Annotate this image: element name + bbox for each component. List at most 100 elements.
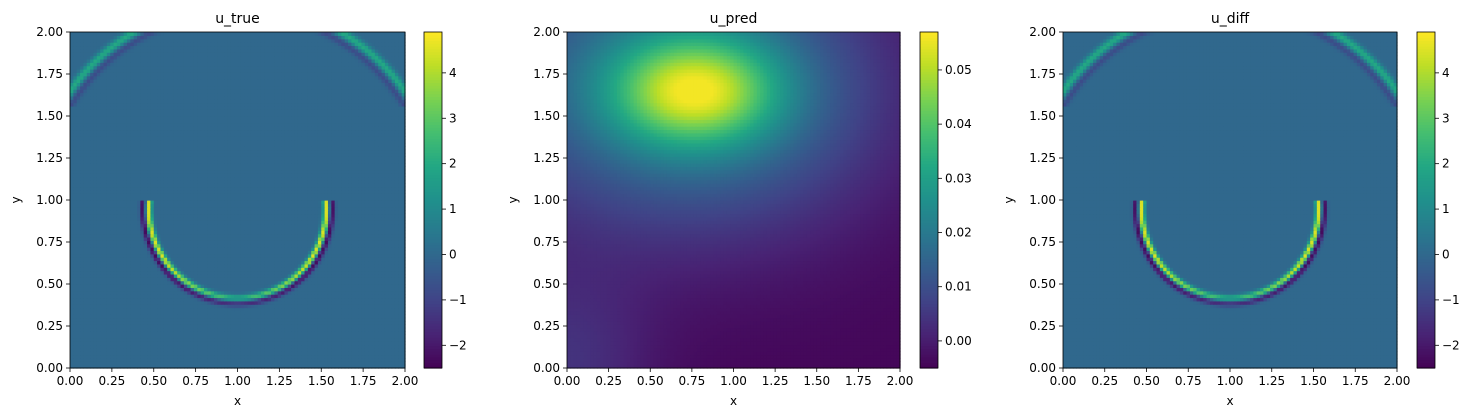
heatmap-cell [247,290,252,295]
heatmap-cell [250,361,255,366]
heatmap-cell [338,314,342,319]
heatmap-cell [153,304,158,309]
heatmap-cell [130,364,135,369]
heatmap-cell [324,354,329,359]
heatmap-cell [153,290,158,295]
heatmap-cell [257,334,262,339]
heatmap-cell [260,300,265,305]
heatmap-cell [116,364,121,369]
heatmap-cell [190,314,195,319]
heatmap-cell [100,344,105,349]
heatmap-cell [348,297,352,302]
heatmap-cell [153,287,158,292]
heatmap-cell [344,364,349,369]
heatmap-cell [264,294,269,299]
heatmap-cell [220,317,225,322]
heatmap-cell [83,324,88,329]
heatmap-cell [80,304,84,309]
heatmap-cell [113,341,118,346]
heatmap-cell [177,294,182,299]
heatmap-cell [123,297,128,302]
heatmap-cell [113,317,118,322]
heatmap-cell [200,357,205,362]
heatmap-cell [267,351,272,356]
heatmap-cell [354,334,359,339]
heatmap-cell [126,354,131,359]
heatmap-cell [374,331,379,335]
heatmap-cell [120,294,125,299]
heatmap-cell [130,320,135,325]
heatmap-cell [398,344,403,349]
heatmap-cell [368,320,373,325]
heatmap-cell [153,351,158,356]
heatmap-cell [287,287,292,292]
heatmap-cell [126,324,131,329]
heatmap-cell [381,314,386,319]
heatmap-cell [190,364,195,369]
heatmap-cell [277,357,282,362]
heatmap-cell [254,297,259,302]
heatmap-cell [341,357,346,362]
heatmap-cell [137,334,141,339]
heatmap-cell [234,310,239,315]
heatmap-cell [338,347,342,352]
heatmap-cell [93,334,98,339]
heatmap-cell [183,300,188,305]
heatmap-cell [217,344,222,349]
heatmap-cell [177,361,182,366]
heatmap-cell [190,354,195,359]
heatmap-cell [173,304,178,309]
heatmap-cell [96,357,101,362]
heatmap-cell [110,357,115,362]
heatmap-cell [291,351,296,356]
heatmap-cell [217,334,222,339]
heatmap-cell [197,354,202,359]
heatmap-cell [96,331,101,335]
heatmap-cell [384,357,389,362]
heatmap-cell [140,351,145,356]
heatmap-cell [401,297,406,302]
heatmap-cell [341,300,346,305]
heatmap-cell [167,320,172,325]
heatmap-cell [348,327,352,332]
heatmap-cell [384,354,389,359]
heatmap-cell [364,317,369,322]
heatmap-cell [140,331,145,335]
heatmap-cell [147,347,151,352]
heatmap-cell [224,297,229,302]
heatmap-cell [361,317,366,322]
heatmap-cell [150,351,155,356]
heatmap-cell [304,357,309,362]
heatmap-cell [267,327,272,332]
heatmap-cell [394,334,399,339]
heatmap-cell [217,287,222,292]
heatmap-cell [140,334,145,339]
heatmap-cell [234,337,239,342]
heatmap-cell [93,344,98,349]
heatmap-cell [247,294,252,299]
heatmap-cell [368,324,373,329]
heatmap-cell [348,357,352,362]
heatmap-cell [277,300,282,305]
heatmap-cell [361,320,366,325]
heatmap-cell [163,364,168,369]
heatmap-cell [187,320,192,325]
heatmap-cell [307,334,312,339]
heatmap-cell [327,290,332,295]
heatmap-cell [234,300,239,305]
heatmap-cell [361,314,366,319]
heatmap-cell [307,314,312,319]
heatmap-cell [354,314,359,319]
heatmap-cell [180,290,185,295]
heatmap-cell [83,357,88,362]
heatmap-cell [230,287,235,292]
heatmap-cell [93,351,98,356]
heatmap-cell [147,354,151,359]
heatmap-cell [371,334,376,339]
heatmap-cell [237,300,242,305]
heatmap-cell [83,334,88,339]
heatmap-cell [371,357,376,362]
heatmap-cell [237,357,242,362]
heatmap-cell [116,297,121,302]
heatmap-cell [153,310,158,315]
